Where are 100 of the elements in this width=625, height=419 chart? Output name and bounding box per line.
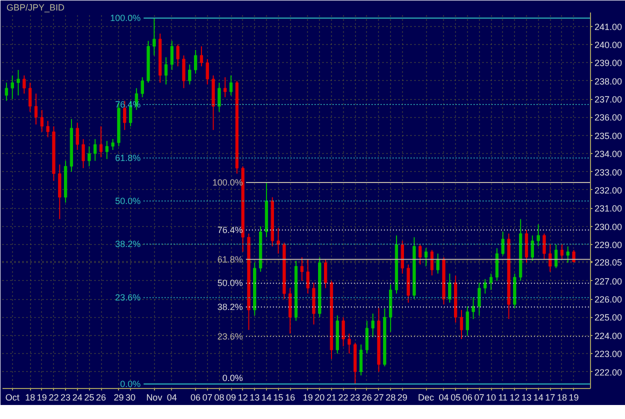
candlestick xyxy=(436,253,440,274)
candlestick xyxy=(170,40,174,70)
x-tick-label: 19 xyxy=(36,392,47,402)
candlestick xyxy=(176,44,180,67)
y-tick-label: 233.00 xyxy=(594,167,622,178)
candlestick xyxy=(460,309,464,340)
candlestick xyxy=(466,306,469,336)
y-tick-label: 234.00 xyxy=(594,149,622,160)
y-tick-label: 223.00 xyxy=(594,349,622,360)
x-tick-label: 08 xyxy=(214,392,224,402)
y-tick-label: 227.00 xyxy=(594,276,622,286)
candlestick xyxy=(472,296,475,320)
candlestick xyxy=(164,56,168,85)
candlestick xyxy=(566,246,570,264)
x-tick-label: 19 xyxy=(302,392,313,402)
candlestick xyxy=(400,240,404,274)
x-tick-label: 24 xyxy=(72,392,82,402)
x-tick-label: 18 xyxy=(556,392,567,402)
candlestick xyxy=(424,248,428,267)
x-tick-label: 07 xyxy=(474,392,484,402)
candlestick xyxy=(88,146,91,167)
x-tick-label: 04 xyxy=(166,392,177,402)
y-tick-label: 229.00 xyxy=(594,240,622,250)
candlestick xyxy=(105,140,108,160)
y-tick-label: 235.00 xyxy=(594,130,622,141)
candlestick xyxy=(365,320,369,354)
candlestick xyxy=(288,288,292,334)
y-tick-label: 226.00 xyxy=(594,294,622,305)
x-tick-label: 13 xyxy=(521,392,532,402)
x-tick-label: 10 xyxy=(486,392,496,402)
y-tick-label: 240.00 xyxy=(594,40,622,50)
y-tick-label: 225.00 xyxy=(594,312,622,323)
candlestick xyxy=(489,273,493,290)
x-tick-label: 18 xyxy=(25,392,36,402)
y-tick-label: 237.00 xyxy=(594,94,622,105)
candlestick xyxy=(478,282,481,316)
x-tick-label: 19 xyxy=(568,392,579,402)
candlestick xyxy=(188,64,192,85)
candlestick xyxy=(524,229,528,264)
annotation: 23.6% xyxy=(115,292,141,303)
x-tick-label: 17 xyxy=(545,392,556,402)
x-tick-label: 15 xyxy=(273,392,284,402)
y-tick-label: 230.00 xyxy=(594,222,622,232)
candlestick xyxy=(194,49,198,74)
candlestick xyxy=(342,316,345,347)
candlestick xyxy=(99,126,103,158)
annotation: 0.0% xyxy=(222,372,243,383)
x-tick-label: 14 xyxy=(261,392,272,402)
x-tick-label: 26 xyxy=(362,392,372,402)
candlestick xyxy=(371,313,374,338)
x-tick-label: 28 xyxy=(386,392,396,402)
x-tick-label: 29 xyxy=(397,392,408,402)
annotation: 50.0% xyxy=(115,196,141,206)
x-tick-label: 22 xyxy=(338,392,348,402)
y-tick-label: 231.00 xyxy=(594,204,622,214)
x-tick-label: 30 xyxy=(126,392,136,402)
candlestick xyxy=(276,228,280,254)
candlestick xyxy=(94,138,97,162)
x-tick-label: Oct xyxy=(5,392,20,402)
x-tick-label: 26 xyxy=(96,392,106,402)
annotation: 61.8% xyxy=(115,152,141,163)
x-tick-label: 12 xyxy=(238,392,248,402)
x-tick-label: 25 xyxy=(84,392,94,402)
candlestick xyxy=(560,244,564,260)
candlestick xyxy=(111,138,114,150)
annotation: 23.6% xyxy=(217,331,243,342)
candlestick xyxy=(76,122,79,150)
candlestick xyxy=(430,249,434,276)
y-tick-label: 222.00 xyxy=(594,367,622,378)
candlestick xyxy=(224,76,227,98)
candlestick xyxy=(4,82,8,102)
x-tick-label: 27 xyxy=(374,392,384,402)
y-tick-label: 238.00 xyxy=(594,76,622,86)
x-tick-label: 07 xyxy=(202,392,212,402)
candlestick xyxy=(484,278,487,294)
candlestick xyxy=(418,244,422,265)
y-tick-label: 239.00 xyxy=(594,58,622,68)
chart-title: GBP/JPY_BID xyxy=(6,2,66,12)
annotation: 38.2% xyxy=(115,239,141,250)
candlestick xyxy=(536,224,540,247)
candlestick xyxy=(348,333,351,354)
x-tick-label: 16 xyxy=(285,392,296,402)
candlestick xyxy=(82,138,85,169)
annotation: 61.8% xyxy=(217,254,243,264)
candlestick xyxy=(34,93,38,125)
annotation: 50.0% xyxy=(217,278,243,288)
candlestick xyxy=(22,74,26,94)
candlestick xyxy=(46,120,50,138)
x-tick-label: 06 xyxy=(190,392,201,402)
y-tick-label: 241.00 xyxy=(594,22,622,32)
candlestick xyxy=(229,74,233,96)
x-tick-label: 06 xyxy=(462,392,472,402)
candlestick xyxy=(530,234,534,262)
candlestick xyxy=(182,54,186,89)
x-tick-label: 04 xyxy=(438,392,449,402)
candlestick xyxy=(448,273,452,304)
candlestick xyxy=(572,249,576,264)
x-tick-label: 23 xyxy=(350,392,360,402)
candlestick xyxy=(200,46,204,67)
candlestick xyxy=(218,82,221,112)
